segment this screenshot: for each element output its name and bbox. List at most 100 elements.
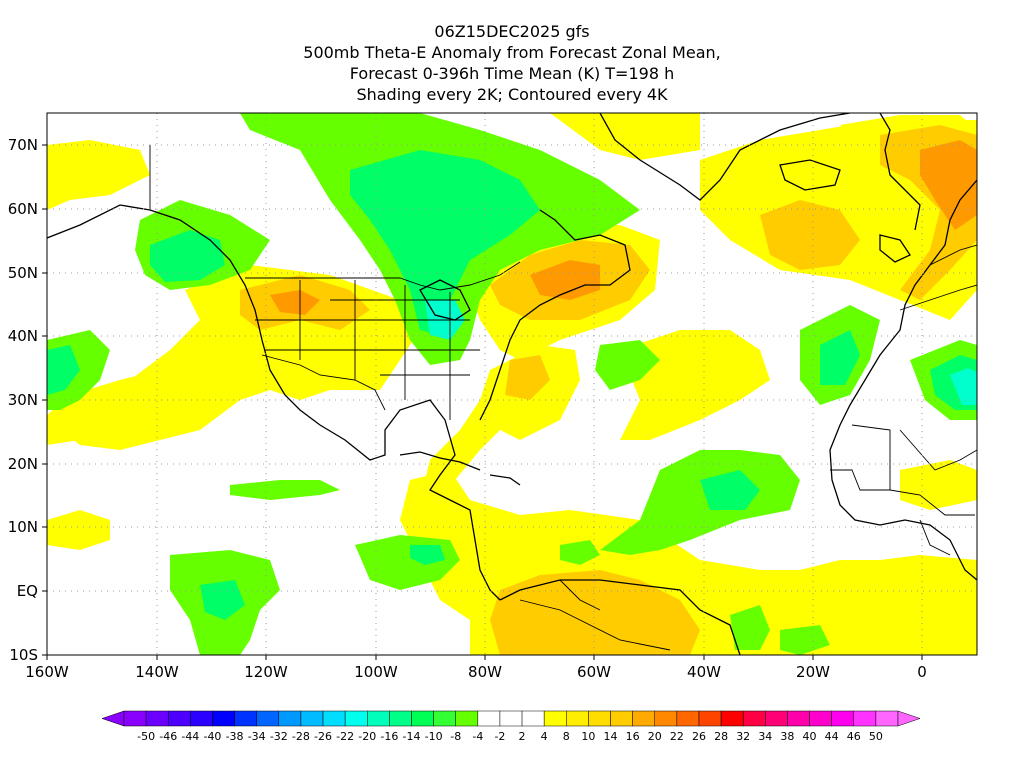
colorbar-label: 8	[563, 730, 570, 743]
colorbar-label: -26	[314, 730, 332, 743]
lat-label: 40N	[8, 327, 38, 345]
colorbar-label: -2	[494, 730, 505, 743]
positive-anomaly-orange	[270, 140, 977, 315]
borders	[149, 145, 977, 651]
colorbar-label: 4	[541, 730, 548, 743]
lat-label: EQ	[17, 582, 38, 600]
colorbar-label: 50	[869, 730, 883, 743]
lon-label: 160W	[25, 663, 69, 681]
lat-label: 70N	[8, 136, 38, 154]
colorbar-swatch	[588, 710, 611, 727]
colorbar-label: 26	[692, 730, 706, 743]
lon-label: 0	[917, 663, 927, 681]
lon-label: 60W	[577, 663, 611, 681]
colorbar-label: 10	[581, 730, 595, 743]
plot-frame	[46, 112, 978, 656]
coastlines	[47, 113, 977, 655]
colorbar-label: -40	[203, 730, 221, 743]
colorbar-swatch	[853, 710, 877, 727]
colorbar-swatch	[787, 710, 810, 727]
colorbar-swatch	[521, 710, 545, 727]
colorbar-swatch	[809, 710, 832, 727]
colorbar-swatch	[322, 710, 346, 727]
colorbar-arrow-right	[897, 710, 921, 727]
colorbar-label: 28	[714, 730, 728, 743]
colorbar-label: -4	[472, 730, 483, 743]
colorbar-label: -32	[270, 730, 288, 743]
colorbar-swatch	[234, 710, 257, 727]
lat-label: 50N	[8, 264, 38, 282]
colorbar-label: -22	[336, 730, 354, 743]
title-variable: 500mb Theta-E Anomaly from Forecast Zona…	[303, 43, 721, 62]
colorbar-swatch	[698, 710, 722, 727]
longitude-labels: 160W 140W 120W 100W 80W 60W 40W 20W 0	[25, 663, 927, 681]
colorbar-label: -28	[292, 730, 310, 743]
gridlines	[47, 113, 977, 655]
colorbar-swatch	[831, 710, 855, 727]
colorbar-swatch	[566, 710, 589, 727]
colorbar-label: 32	[736, 730, 750, 743]
colorbar-swatch	[610, 710, 633, 727]
colorbar-swatch	[742, 710, 766, 727]
colorbar-label: -14	[403, 730, 421, 743]
colorbar-swatch	[411, 710, 434, 727]
colorbar-label: -38	[226, 730, 244, 743]
lon-label: 100W	[354, 663, 398, 681]
lon-label: 20W	[796, 663, 830, 681]
colorbar-label: -8	[450, 730, 461, 743]
colorbar-label: 34	[758, 730, 772, 743]
colorbar-label: 20	[648, 730, 662, 743]
colorbar-label: -50	[137, 730, 155, 743]
colorbar	[101, 710, 921, 727]
title-date: 06Z15DEC2025 gfs	[434, 22, 590, 41]
colorbar-swatch	[676, 710, 700, 727]
lon-label: 140W	[135, 663, 179, 681]
colorbar-labels: -50 -46 -44 -40 -38 -34 -32 -28 -26 -22 -20 -16 -14-…	[137, 730, 883, 743]
colorbar-swatch	[499, 710, 523, 727]
colorbar-arrow-left	[101, 710, 125, 727]
lat-label: 10N	[8, 518, 38, 536]
lat-label: 10S	[9, 646, 38, 664]
colorbar-label: 22	[670, 730, 684, 743]
colorbar-swatch	[765, 710, 788, 727]
anomaly-shading	[47, 113, 977, 655]
lon-label: 80W	[468, 663, 502, 681]
colorbar-swatch	[875, 710, 899, 727]
colorbar-swatch	[720, 710, 744, 727]
colorbar-swatch	[167, 710, 191, 727]
colorbar-swatch	[212, 710, 235, 727]
colorbar-label: -34	[248, 730, 266, 743]
lon-label: 40W	[687, 663, 721, 681]
colorbar-swatch	[300, 710, 324, 727]
colorbar-swatch	[455, 710, 479, 727]
colorbar-label: -16	[380, 730, 398, 743]
colorbar-label: -44	[181, 730, 199, 743]
colorbar-swatch	[433, 710, 456, 727]
colorbar-swatch	[344, 710, 368, 727]
colorbar-swatch	[190, 710, 213, 727]
colorbar-swatch	[123, 710, 147, 727]
lat-label: 60N	[8, 200, 38, 218]
colorbar-label: -10	[425, 730, 443, 743]
lat-label: 30N	[8, 391, 38, 409]
colorbar-swatch	[145, 710, 169, 727]
colorbar-swatch	[278, 710, 302, 727]
lon-label: 120W	[244, 663, 288, 681]
colorbar-swatch	[632, 710, 655, 727]
colorbar-swatch	[367, 710, 390, 727]
negative-anomaly-teal	[47, 150, 977, 620]
colorbar-swatch	[256, 710, 280, 727]
colorbar-label: 14	[604, 730, 618, 743]
colorbar-label: 40	[803, 730, 817, 743]
colorbar-label: -46	[159, 730, 177, 743]
title-forecast: Forecast 0-396h Time Mean (K) T=198 h	[349, 64, 675, 83]
colorbar-label: 2	[519, 730, 526, 743]
latitude-labels: 70N 60N 50N 40N 30N 20N 10N EQ 10S	[8, 136, 38, 664]
colorbar-swatch	[543, 710, 567, 727]
colorbar-label: -20	[358, 730, 376, 743]
colorbar-label: 16	[626, 730, 640, 743]
colorbar-swatch	[477, 710, 501, 727]
colorbar-label: 46	[847, 730, 861, 743]
